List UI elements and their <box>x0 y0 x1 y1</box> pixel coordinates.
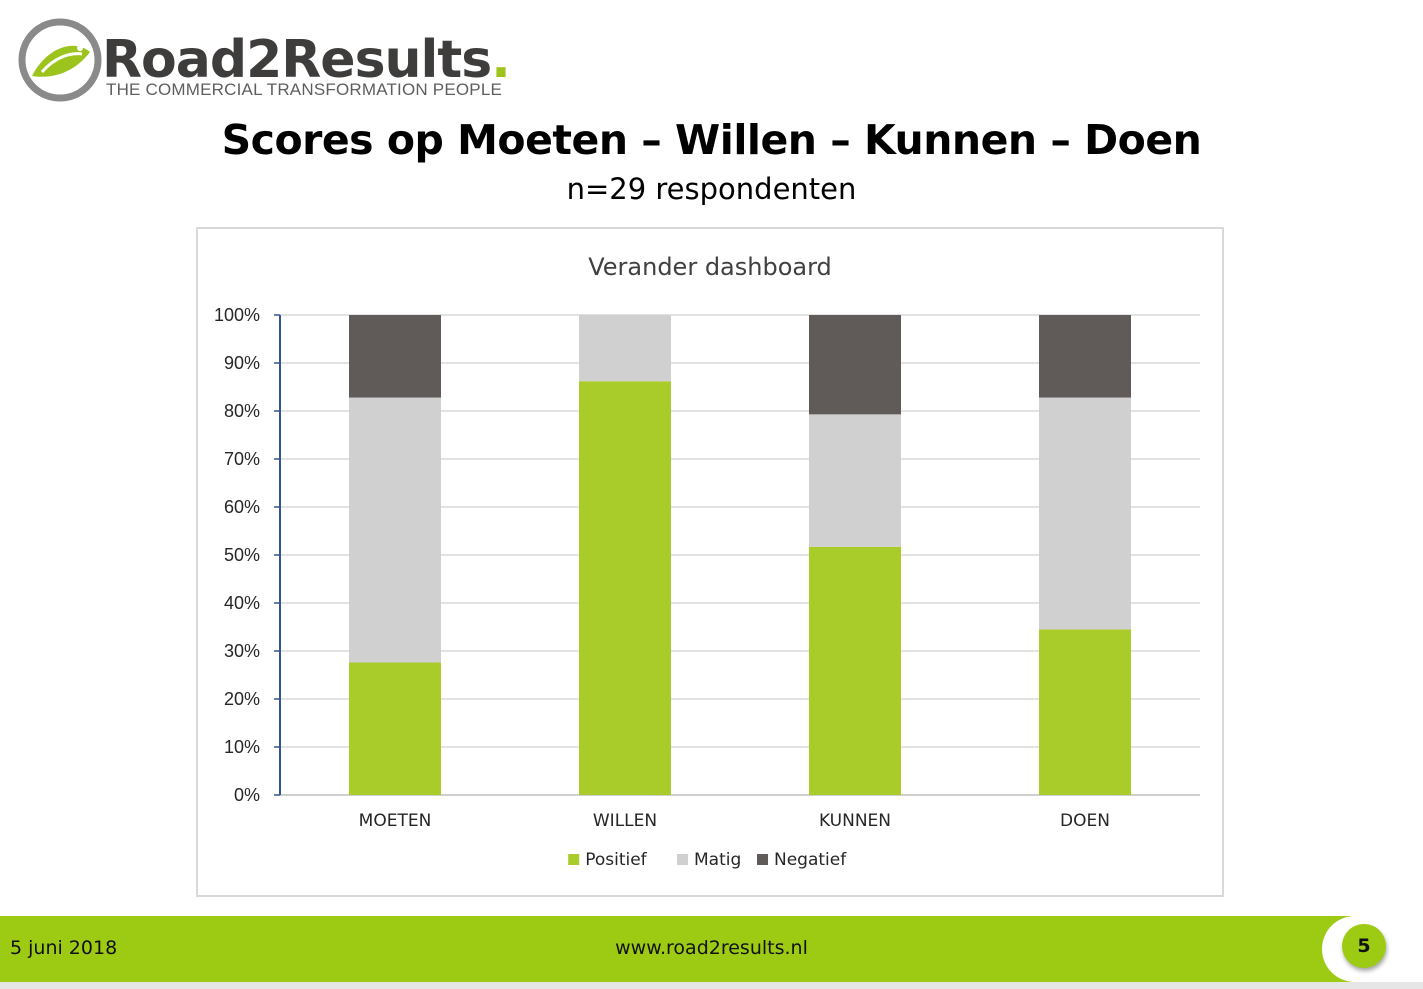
footer-bar <box>0 916 1423 982</box>
y-tick-label: 80% <box>224 401 260 421</box>
page-number-badge: 5 <box>1342 924 1386 968</box>
bar-segment-negatief-doen <box>1039 315 1131 398</box>
logo: Road2Results. THE COMMERCIAL TRANSFORMAT… <box>14 14 511 124</box>
legend-swatch-positief <box>568 854 580 865</box>
y-tick-label: 10% <box>224 737 260 757</box>
bottom-divider <box>0 982 1423 989</box>
legend-label-positief: Positief <box>585 850 647 870</box>
bar-segment-matig-doen <box>1039 397 1131 630</box>
bar-segment-matig-moeten <box>349 397 441 663</box>
footer-date: 5 juni 2018 <box>10 937 118 959</box>
chart-svg: Verander dashboard 0% 10% 20% 30% 40% 50% 60% 70… <box>214 253 1200 870</box>
bar-segment-matig-willen <box>579 315 671 382</box>
y-tick-label: 90% <box>224 353 260 373</box>
logo-wordmark: Road2Results. <box>102 30 511 90</box>
x-tick-label: WILLEN <box>593 811 657 831</box>
y-tick-label: 100% <box>214 305 260 325</box>
bar-segment-positief-moeten <box>349 662 441 795</box>
legend-label-negatief: Negatief <box>774 850 847 870</box>
logo-mark-icon <box>18 18 102 102</box>
x-tick-label: MOETEN <box>359 811 432 831</box>
y-tick-label: 0% <box>234 785 260 805</box>
legend-swatch-negatief <box>757 854 768 865</box>
logo-tagline: THE COMMERCIAL TRANSFORMATION PEOPLE <box>106 80 503 99</box>
bar-segment-positief-doen <box>1039 629 1131 795</box>
y-tick-label: 40% <box>224 593 260 613</box>
slide-title: Scores op Moeten – Willen – Kunnen – Doe… <box>221 116 1202 164</box>
bar-segment-negatief-moeten <box>349 315 441 398</box>
chart-frame: Verander dashboard 0% 10% 20% 30% 40% 50% 60% 70… <box>196 227 1224 897</box>
y-tick-label: 20% <box>224 689 260 709</box>
y-tick-label: 30% <box>224 641 260 661</box>
legend-swatch-matig <box>677 854 688 865</box>
chart-title: Verander dashboard <box>588 253 832 281</box>
bar-segment-negatief-kunnen <box>809 315 901 415</box>
y-tick-label: 70% <box>224 449 260 469</box>
footer-url[interactable]: www.road2results.nl <box>615 937 808 959</box>
x-tick-label: DOEN <box>1060 811 1110 831</box>
legend-label-matig: Matig <box>694 850 741 870</box>
x-tick-label: KUNNEN <box>819 811 891 831</box>
y-tick-label: 50% <box>224 545 260 565</box>
bar-segment-positief-willen <box>579 381 671 795</box>
y-tick-label: 60% <box>224 497 260 517</box>
bar-segment-positief-kunnen <box>809 546 901 795</box>
bar-segment-matig-kunnen <box>809 414 901 547</box>
slide-subtitle: n=29 respondenten <box>566 172 857 206</box>
